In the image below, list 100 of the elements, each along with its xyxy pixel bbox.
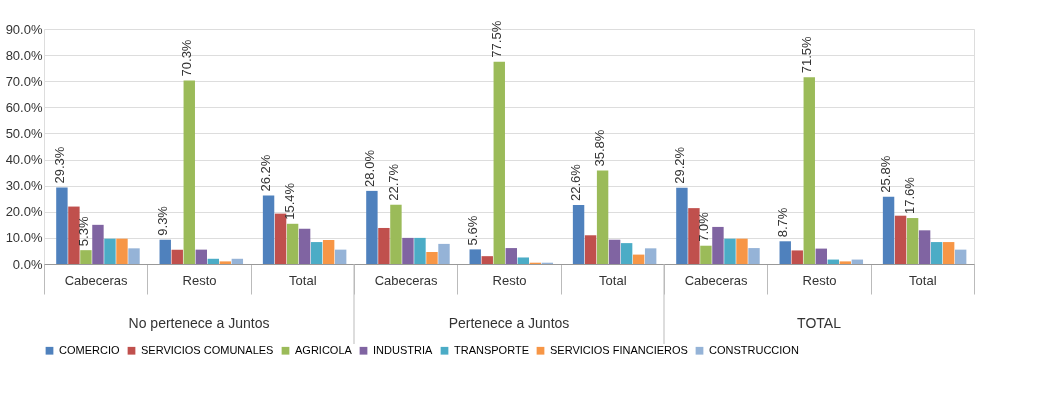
bar [414,237,426,264]
x-tick-label: Resto [182,272,217,288]
y-tick-label: 0.0% [12,256,43,272]
y-tick-label: 90.0% [5,21,43,37]
bar [334,249,347,264]
y-tick-label: 40.0% [5,152,43,168]
y-tick-label: 50.0% [5,125,43,141]
bar [298,228,311,264]
bar [469,249,481,264]
bar [839,261,852,264]
data-label: 5.3% [75,216,91,247]
bar [274,213,287,264]
bar [700,245,712,264]
x-tick-label: Cabeceras [684,272,749,288]
x-tick-label: Cabeceras [374,272,439,288]
x-tick-label: Total [909,272,937,288]
legend-label: TRANSPORTE [454,343,529,356]
bar [596,170,609,264]
legend-label: COMERCIO [59,343,120,356]
bar [724,238,736,264]
bar [378,227,390,264]
x-tick-label: Resto [802,272,837,288]
bar [104,238,116,264]
bar [390,204,402,264]
y-tick-label: 20.0% [5,204,43,220]
bar [712,226,724,264]
bar [438,243,450,264]
y-tick-label: 60.0% [5,99,43,115]
bar [505,248,517,264]
bar [481,256,493,264]
bar [310,242,323,264]
bar [171,249,183,264]
bar [219,261,232,264]
data-label: 71.5% [798,36,814,74]
bar [791,250,803,264]
data-label: 22.6% [568,163,584,201]
bar [426,251,438,264]
data-label: 15.4% [282,182,298,220]
data-label: 28.0% [361,149,377,187]
legend-label: INDUSTRIA [373,343,433,356]
bar [906,218,919,264]
bar [894,215,907,264]
bar [748,248,760,264]
bar [231,258,244,264]
y-tick-label: 30.0% [5,178,43,194]
data-label: 17.6% [902,176,918,215]
data-label: 5.6% [464,215,480,246]
data-label: 29.2% [671,146,687,184]
data-label: 7.0% [695,211,711,242]
y-tick-label: 80.0% [5,47,43,63]
bar [195,249,207,264]
bar [954,249,967,264]
bar [632,254,645,264]
bar [620,243,633,264]
bar [116,238,128,264]
bar [688,208,700,264]
bar [608,239,621,264]
data-label: 70.3% [178,39,194,77]
bar [918,230,931,264]
legend-label: AGRICOLA [295,343,353,356]
bar [366,190,378,264]
data-label: 35.8% [592,129,608,167]
data-label: 25.8% [878,155,894,193]
y-tick-label: 10.0% [5,230,43,246]
bar [56,187,68,264]
bar [779,241,791,264]
bar [159,239,171,264]
text: No pertenece a Juntos [128,315,270,331]
bar [942,242,955,264]
data-label: 26.2% [258,154,274,192]
legend-label: CONSTRUCCION [709,343,799,356]
x-tick-label: Total [289,272,317,288]
bar [882,196,895,264]
data-label: 77.5% [488,20,504,58]
bar [517,257,530,264]
bar [322,239,335,264]
data-label: 9.3% [154,205,170,236]
bar [128,248,140,264]
bar [815,248,827,264]
y-tick-label: 70.0% [5,73,43,89]
data-label: 8.7% [774,207,790,238]
bar [68,206,80,264]
text: TOTAL [797,315,842,331]
bar [572,204,585,264]
bar [676,187,688,264]
bar [92,224,104,264]
x-tick-label: Resto [492,272,527,288]
bar [930,242,943,264]
text: Pertenece a Juntos [448,315,570,331]
bar [493,61,505,264]
bar [207,258,220,264]
bar [262,195,275,264]
data-label: 22.7% [385,163,401,201]
x-tick-label: Cabeceras [64,272,129,288]
bar [286,223,299,264]
bar [736,238,748,264]
bar [80,250,92,264]
legend-label: SERVICIOS COMUNALES [141,343,274,356]
x-tick-label: Total [599,272,627,288]
data-label: 29.3% [51,146,67,184]
